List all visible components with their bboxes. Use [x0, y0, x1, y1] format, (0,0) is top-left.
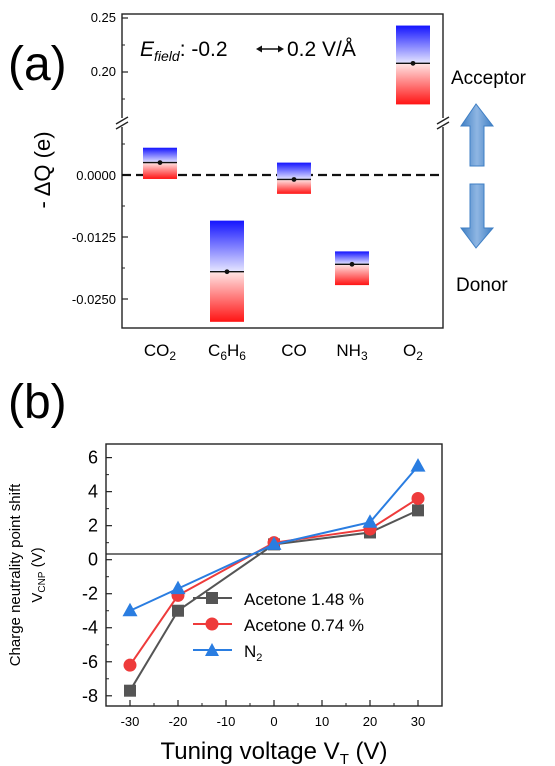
- y-tick-label: 6: [88, 448, 98, 468]
- y-tick-label: -2: [82, 584, 98, 604]
- acceptor-label: Acceptor: [451, 68, 527, 89]
- panel-a-frame: [121, 13, 444, 329]
- panel-b-series: [122, 458, 426, 697]
- bar-center-point-c6h6: [224, 269, 230, 275]
- category-label-co2: CO2: [144, 341, 177, 363]
- bar-lower-o2: [396, 63, 430, 105]
- y-tick-label: 4: [88, 482, 98, 502]
- panel-b-xlabel: Tuning voltage VT (V): [160, 738, 387, 766]
- x-tick-label: 10: [315, 714, 329, 729]
- y-tick-label-upper: 0.20: [91, 64, 116, 79]
- panel-b-ylabel-line1: Charge neutrality point shift: [7, 483, 24, 666]
- category-label-nh3: NH3: [336, 341, 368, 363]
- circle-marker-icon: [205, 617, 219, 631]
- series-1-point: [411, 491, 425, 505]
- bar-lower-co: [277, 179, 311, 194]
- axis-break-gap-right: [436, 118, 450, 127]
- bar-center-point-co: [291, 177, 297, 182]
- legend-label: Acetone 1.48 %: [244, 590, 364, 609]
- field-unit: 0.2 V/Å: [287, 38, 356, 61]
- bar-upper-nh3: [335, 251, 369, 265]
- bar-center-point-co2: [157, 160, 163, 166]
- y-tick-label-upper: 0.25: [91, 10, 116, 25]
- y-tick-label: -4: [82, 618, 98, 638]
- series-2-point: [410, 458, 426, 472]
- y-tick-label-lower: -0.0250: [72, 292, 116, 307]
- category-label-c6h6: C6H6: [208, 341, 246, 363]
- category-label-o2: O2: [403, 341, 423, 363]
- series-1-point: [123, 658, 137, 672]
- series-2-point: [266, 536, 282, 550]
- field-annotation: Efield: -0.2: [140, 38, 228, 64]
- bar-lower-co2: [143, 162, 177, 179]
- double-arrow-icon: [256, 45, 284, 53]
- x-tick-label: 20: [363, 714, 377, 729]
- bar-lower-nh3: [335, 264, 369, 286]
- y-tick-label: 2: [88, 516, 98, 536]
- bar-center-point-nh3: [349, 261, 355, 267]
- bar-upper-co2: [143, 147, 177, 163]
- axis-break-mark-left-2: [115, 121, 129, 130]
- series-0-point: [172, 604, 184, 617]
- y-tick-label: 0: [88, 550, 98, 570]
- panel-b-frame: [105, 443, 443, 707]
- axis-break-mark-left-1: [115, 116, 129, 125]
- series-2-point: [122, 602, 138, 617]
- y-tick-label: -8: [82, 686, 98, 706]
- series-2-point: [362, 514, 378, 528]
- bar-upper-o2: [396, 25, 430, 64]
- x-tick-label: 30: [411, 714, 425, 729]
- donor-label: Donor: [456, 275, 508, 296]
- square-marker-icon: [206, 592, 218, 604]
- axis-break-gap-left: [115, 118, 129, 127]
- y-tick-label-lower: 0.0000: [76, 168, 116, 183]
- panel-a-bars: [143, 25, 430, 322]
- legend-entry-n2: N2: [193, 642, 262, 664]
- axis-break-mark-right-1: [436, 116, 450, 125]
- triangle-marker-icon: [205, 643, 219, 656]
- panel-b-label: (b): [8, 376, 67, 429]
- series-2-point: [170, 580, 186, 595]
- bar-upper-co: [277, 162, 311, 180]
- panel-b-ylabel-line2: VCNP (V): [29, 547, 48, 602]
- down-arrow-icon: [460, 183, 495, 249]
- axis-break-mark-right-2: [436, 121, 450, 130]
- series-0-point: [412, 504, 424, 517]
- x-tick-label: -30: [121, 714, 140, 729]
- panel-a-plot: 0.25 0.20 0.0000 -0.0125 -0.0250 - ΔQ (e…: [30, 10, 450, 363]
- x-tick-label: -20: [169, 714, 188, 729]
- legend: Acetone 1.48 % Acetone 0.74 % N2: [193, 590, 364, 664]
- x-tick-label: 0: [270, 714, 277, 729]
- legend-entry-acetone-0-74: Acetone 0.74 %: [193, 616, 364, 635]
- panel-a-label: (a): [8, 38, 67, 91]
- up-arrow-icon: [460, 103, 495, 167]
- category-label-co: CO: [281, 341, 307, 360]
- legend-entry-acetone-1-48: Acetone 1.48 %: [193, 590, 364, 609]
- legend-label: Acetone 0.74 %: [244, 616, 364, 635]
- bar-center-point-o2: [410, 60, 416, 66]
- x-tick-label: -10: [217, 714, 236, 729]
- panel-a-ylabel: - ΔQ (e): [30, 131, 55, 208]
- y-tick-label: -6: [82, 652, 98, 672]
- legend-label: N2: [244, 642, 262, 664]
- bar-upper-c6h6: [210, 220, 244, 272]
- bar-lower-c6h6: [210, 271, 244, 322]
- series-0-point: [124, 684, 136, 697]
- y-tick-label-lower: -0.0125: [72, 230, 116, 245]
